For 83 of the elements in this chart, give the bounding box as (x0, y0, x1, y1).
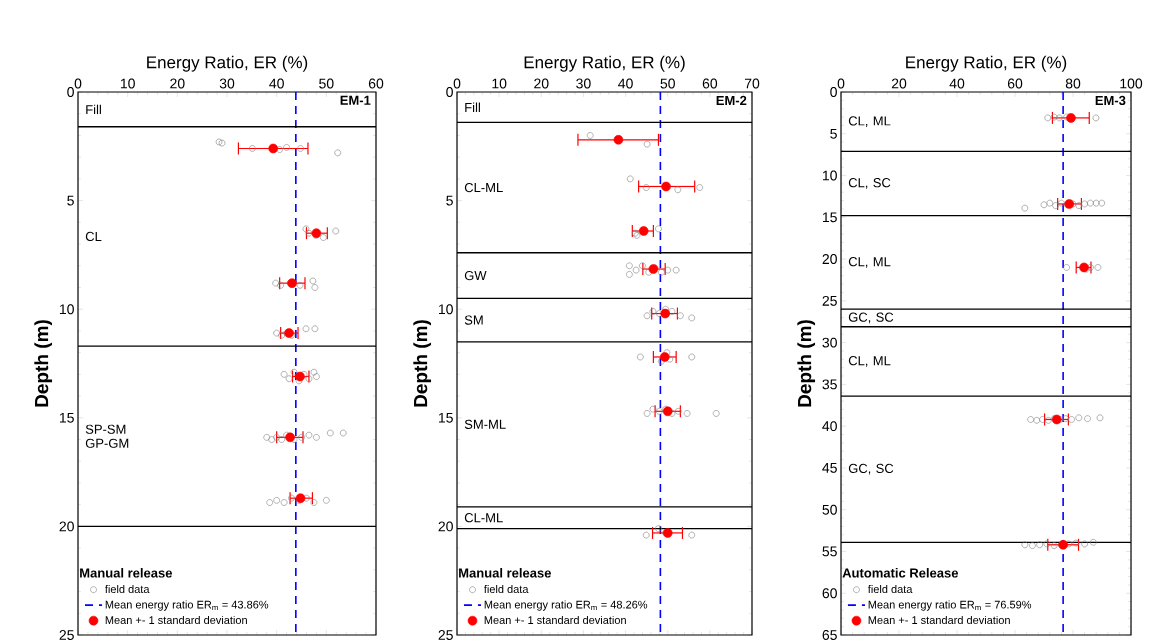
y-tick-label: 5 (830, 128, 837, 139)
x-tick-label: 20 (170, 78, 185, 89)
y-tick-label: 0 (446, 87, 453, 97)
legend-label: Mean +- 1 standard deviation (105, 615, 247, 624)
annotation: EM-2 (716, 95, 747, 105)
y-tick-label: 35 (822, 379, 837, 390)
ref-line-label: Mean energy ratio ER$_{m}$ = 76.59% (868, 600, 1032, 611)
legend-label: field data (483, 584, 529, 594)
annotation: Fill (86, 104, 101, 115)
annotation: CL-ML (464, 182, 503, 193)
annotation: GW (464, 270, 487, 281)
x-tick-label: 50 (319, 78, 334, 89)
y-tick-label: 15 (59, 412, 74, 423)
x-tick-label: 70 (744, 78, 760, 89)
x-tick-label: 20 (534, 78, 549, 89)
x-tick-label: 0 (837, 78, 845, 89)
annotation: CL, ML (848, 356, 891, 367)
legend-label: Mean +- 1 standard deviation (484, 615, 626, 624)
y-tick-label: 20 (438, 521, 453, 532)
x-axis-title: Energy Ratio, ER (%) (524, 55, 685, 72)
x-tick-label: 60 (368, 78, 384, 89)
x-tick-label: 30 (576, 78, 591, 89)
y-tick-label: 5 (446, 195, 453, 206)
x-tick-label: 30 (219, 78, 235, 89)
y-tick-label: 0 (67, 87, 74, 97)
y-axis-title: Depth (m) (34, 320, 53, 407)
legend-label: field data (105, 584, 150, 594)
y-tick-label: 50 (822, 504, 837, 515)
annotation: EM-3 (1095, 95, 1126, 106)
x-tick-label: 0 (74, 78, 82, 89)
y-tick-label: 0 (830, 87, 837, 97)
y-tick-label: 10 (438, 304, 453, 315)
legend-label: field data (867, 584, 913, 594)
x-tick-label: 50 (660, 78, 675, 89)
x-tick-label: 10 (120, 78, 135, 89)
x-tick-label: 80 (1065, 78, 1081, 89)
x-tick-label: 0 (453, 78, 461, 89)
annotation: CL (85, 231, 102, 242)
annotation: CL, ML (848, 257, 891, 268)
x-axis-title: Energy Ratio, ER (%) (147, 55, 308, 72)
y-tick-label: 40 (822, 421, 837, 432)
annotation: EM-1 (340, 95, 371, 105)
y-tick-label: 65 (822, 630, 837, 640)
y-axis-title: Depth (m) (797, 320, 816, 407)
ref-line-label: Mean energy ratio ER$_{m}$ = 48.26% (484, 600, 648, 611)
x-tick-label: 40 (618, 78, 633, 89)
annotation: CL, SC (848, 178, 891, 189)
x-tick-label: 10 (492, 78, 507, 89)
annotation: Fill (465, 102, 480, 112)
x-tick-label: 60 (702, 78, 718, 89)
y-tick-label: 25 (822, 295, 837, 306)
annotation: CL-ML (464, 513, 503, 523)
y-tick-label: 55 (822, 546, 837, 557)
y-tick-label: 10 (822, 170, 837, 181)
x-tick-label: 40 (269, 78, 284, 89)
legend-title: Manual release (459, 568, 551, 578)
y-tick-label: 15 (438, 412, 453, 423)
y-tick-label: 5 (67, 195, 74, 206)
annotation: GC, SC (848, 312, 894, 324)
y-tick-label: 10 (59, 304, 74, 315)
annotation: CL, ML (848, 116, 891, 128)
y-tick-label: 20 (822, 254, 837, 265)
y-tick-label: 25 (59, 630, 74, 640)
x-tick-label: 60 (1007, 78, 1023, 89)
y-tick-label: 60 (822, 588, 837, 599)
ref-line-label: Mean energy ratio ER$_{m}$ = 43.86% (105, 600, 269, 611)
y-tick-label: 20 (59, 521, 74, 532)
legend-title: Manual release (80, 568, 173, 578)
legend-title: Automatic Release (842, 568, 959, 578)
y-tick-label: 30 (822, 337, 837, 348)
annotation: SP-SM GP-GM (85, 424, 129, 448)
legend-label: Mean +- 1 standard deviation (868, 615, 1010, 624)
annotation: SM-ML (464, 419, 506, 429)
annotation: SM (464, 315, 483, 325)
y-tick-label: 15 (822, 212, 837, 223)
x-tick-label: 100 (1120, 78, 1143, 89)
x-tick-label: 20 (891, 78, 907, 89)
y-tick-label: 45 (822, 463, 837, 473)
x-axis-title: Energy Ratio, ER (%) (906, 55, 1067, 72)
y-axis-title: Depth (m) (413, 320, 432, 407)
y-tick-label: 25 (438, 630, 453, 640)
x-tick-label: 40 (949, 78, 965, 89)
annotation: GC, SC (848, 463, 894, 475)
